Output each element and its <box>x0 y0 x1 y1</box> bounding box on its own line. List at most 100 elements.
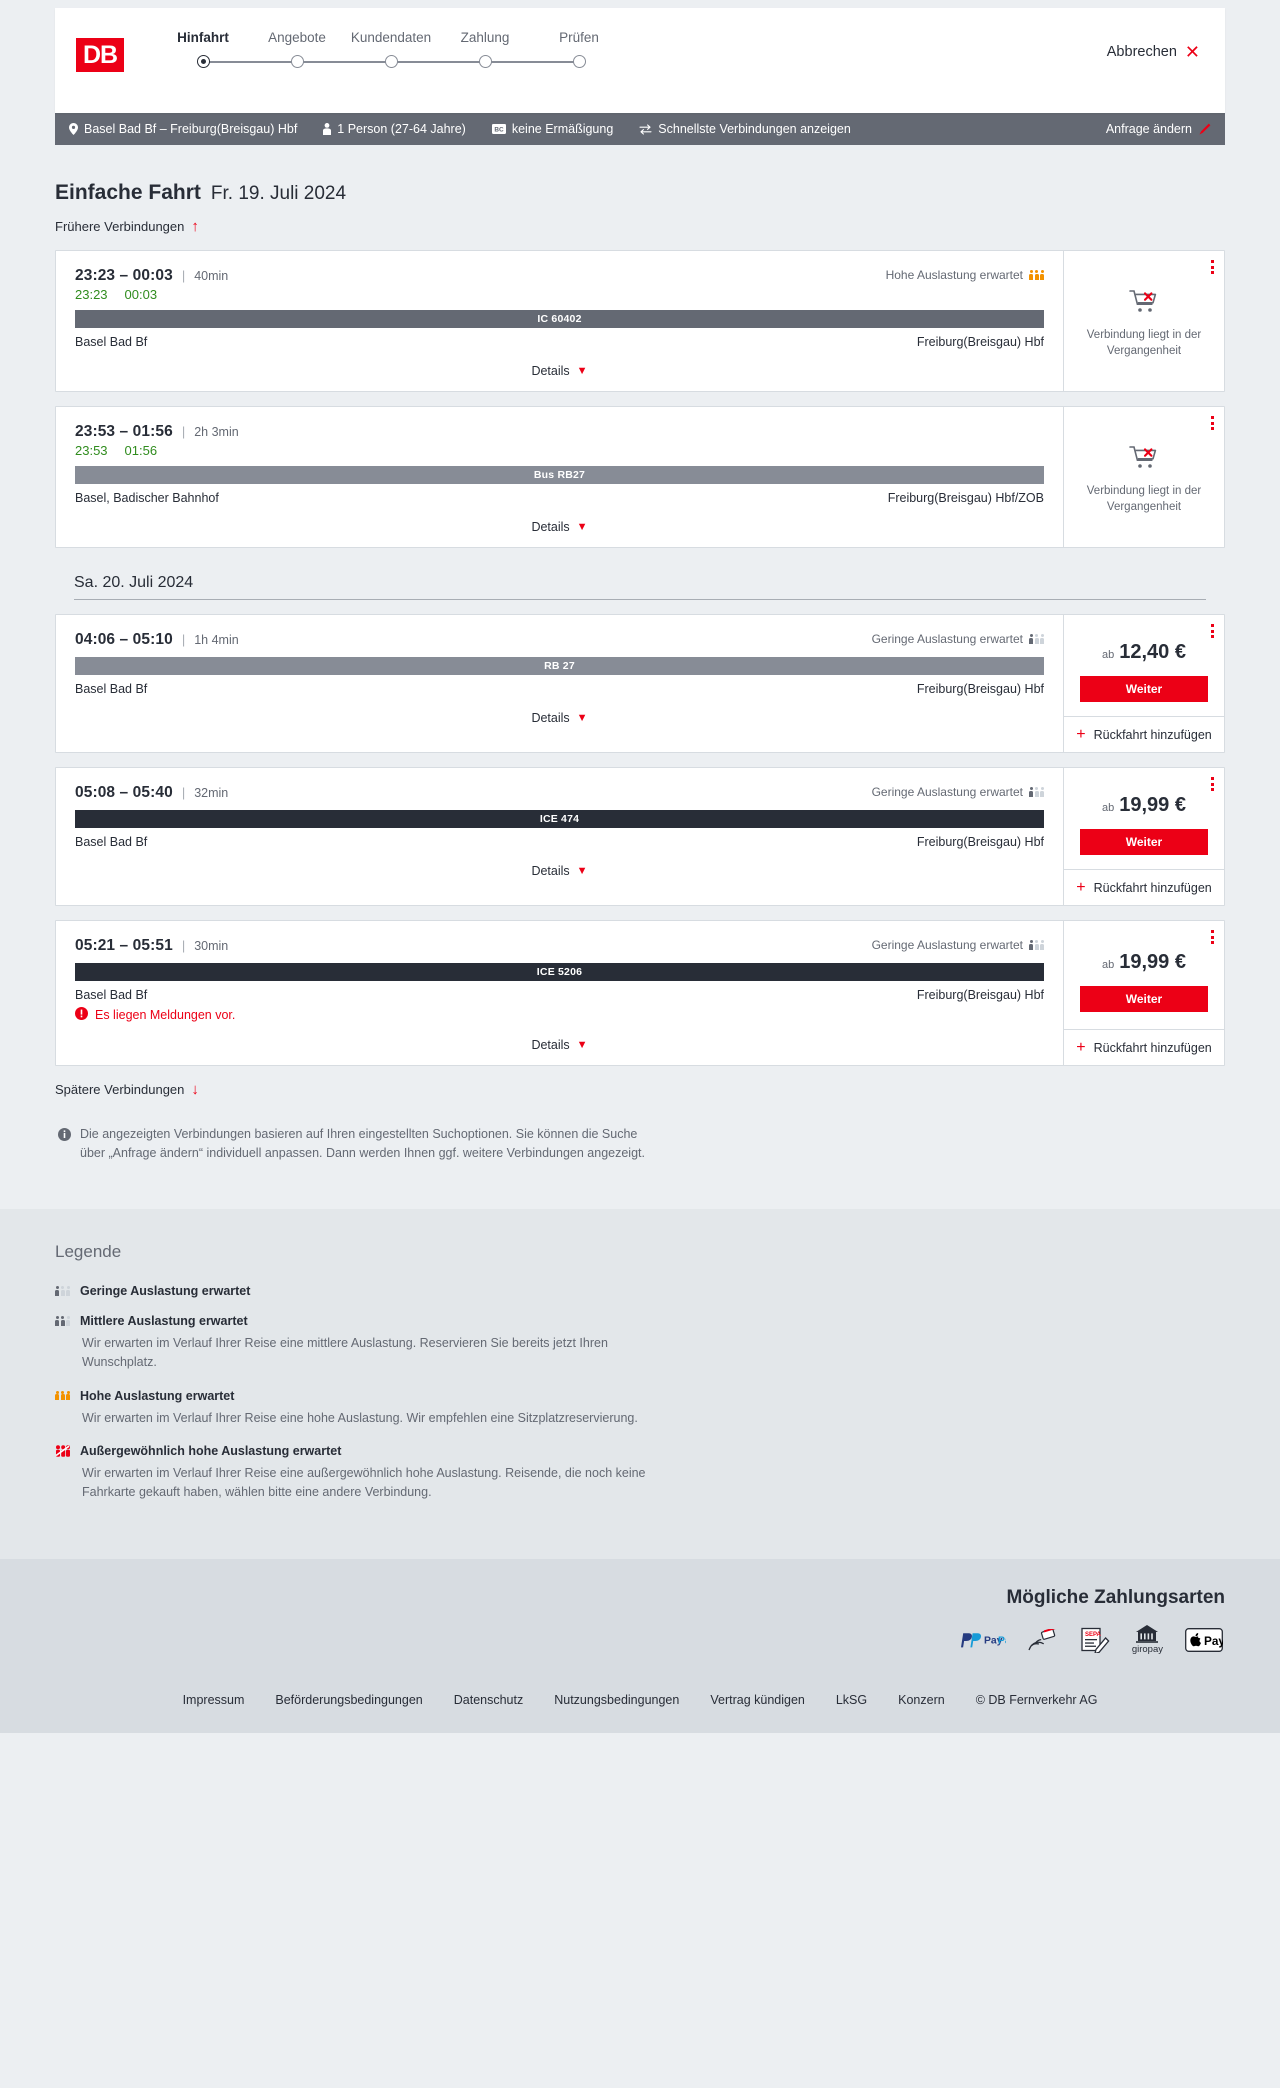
step-dot-angebote[interactable] <box>291 55 304 68</box>
legend-item: Geringe Auslastung erwartet <box>55 1284 1225 1298</box>
location-pin-icon <box>69 123 78 135</box>
connection-time-row: 23:23 – 00:03 | 40min <box>75 267 1044 285</box>
station-row: Basel Bad Bf Freiburg(Breisgau) Hbf <box>75 835 1044 849</box>
step-label-pruefen[interactable]: Prüfen <box>559 30 599 45</box>
app-header: DB Hinfahrt Angebote Kundendaten Zahlung… <box>55 8 1225 113</box>
connection-time-row: 04:06 – 05:10 | 1h 4min <box>75 631 1044 649</box>
query-sort[interactable]: Schnellste Verbindungen anzeigen <box>639 122 851 136</box>
day-separator: Sa. 20. Juli 2024 <box>55 574 1225 600</box>
continue-button[interactable]: Weiter <box>1080 829 1208 855</box>
more-options-icon[interactable] <box>1211 930 1214 944</box>
destination-station: Freiburg(Breisgau) Hbf <box>916 335 1044 349</box>
chevron-down-icon: ▼ <box>576 864 588 877</box>
details-toggle[interactable]: Details ▼ <box>531 864 587 878</box>
connection-duration: 2h 3min <box>194 425 239 439</box>
occupancy-low-icon <box>55 1285 70 1296</box>
cancel-button[interactable]: Abbrechen ✕ <box>1107 43 1200 61</box>
price-value: 19,99 € <box>1119 950 1186 973</box>
connection-action-panel: ab 19,99 € Weiter + Rückfahrt hinzufügen <box>1063 768 1224 905</box>
legend-item: Mittlere Auslastung erwartet Wir erwarte… <box>55 1314 1225 1373</box>
price-prefix: ab <box>1102 802 1115 814</box>
legend-item-body: Wir erwarten im Verlauf Ihrer Reise eine… <box>82 1465 646 1500</box>
details-toggle[interactable]: Details ▼ <box>531 520 587 534</box>
connection-details: 23:23 – 00:03 | 40min Hohe Auslastung er… <box>56 251 1063 391</box>
chevron-down-icon: ▼ <box>576 364 588 377</box>
footer-link-lksg[interactable]: LkSG <box>835 1692 868 1707</box>
legend-item-label: Außergewöhnlich hohe Auslastung erwartet <box>80 1443 342 1458</box>
add-return-trip-label: Rückfahrt hinzufügen <box>1093 1040 1212 1055</box>
query-passengers[interactable]: 1 Person (27-64 Jahre) <box>323 122 466 136</box>
product-bar: Bus RB27 <box>75 466 1044 484</box>
query-route-label: Basel Bad Bf – Freiburg(Breisgau) Hbf <box>84 122 298 136</box>
connection-times: 23:53 – 01:56 <box>75 423 173 440</box>
more-options-icon[interactable] <box>1211 624 1214 638</box>
earlier-connections-button[interactable]: Frühere Verbindungen ↑ <box>55 219 199 234</box>
footer-links: Impressum Beförderungsbedingungen Datens… <box>55 1693 1225 1707</box>
earlier-connections-label: Frühere Verbindungen <box>55 219 185 234</box>
add-return-trip-button[interactable]: + Rückfahrt hinzufügen <box>1064 716 1224 752</box>
step-dot-pruefen[interactable] <box>573 55 586 68</box>
step-label-hinfahrt[interactable]: Hinfahrt <box>177 30 229 45</box>
footer-link-datenschutz[interactable]: Datenschutz <box>453 1692 524 1707</box>
station-row: Basel Bad Bf Freiburg(Breisgau) Hbf <box>75 335 1044 349</box>
utilization-label: Geringe Auslastung erwartet <box>871 938 1023 952</box>
close-icon: ✕ <box>1184 42 1200 62</box>
past-connection-label: Verbindung liegt in der Vergangenheit <box>1086 328 1202 357</box>
footer-link-impressum[interactable]: Impressum <box>182 1692 245 1707</box>
destination-station: Freiburg(Breisgau) Hbf <box>916 682 1044 696</box>
connection-times: 05:21 – 05:51 <box>75 937 173 954</box>
step-dot-zahlung[interactable] <box>479 55 492 68</box>
footer-link-befoerderungsbedingungen[interactable]: Beförderungsbedingungen <box>275 1692 423 1707</box>
details-row: Details ▼ <box>75 696 1044 738</box>
edit-request-button[interactable]: Anfrage ändern <box>1106 122 1211 136</box>
connection-card[interactable]: 23:23 – 00:03 | 40min Hohe Auslastung er… <box>55 250 1225 392</box>
add-return-trip-button[interactable]: + Rückfahrt hinzufügen <box>1064 869 1224 905</box>
query-discount[interactable]: BC keine Ermäßigung <box>491 122 613 136</box>
legend-item-head: Mittlere Auslastung erwartet <box>55 1314 1225 1328</box>
add-return-trip-label: Rückfahrt hinzufügen <box>1093 880 1212 895</box>
footer-link-konzern[interactable]: Konzern <box>898 1692 945 1707</box>
cancel-label: Abbrechen <box>1106 44 1177 60</box>
details-toggle[interactable]: Details ▼ <box>531 711 587 725</box>
footer-link-vertrag-kuendigen[interactable]: Vertrag kündigen <box>710 1692 805 1707</box>
step-label-kundendaten[interactable]: Kundendaten <box>350 30 432 45</box>
details-toggle[interactable]: Details ▼ <box>531 364 587 378</box>
price-value: 19,99 € <box>1119 794 1186 816</box>
search-options-note: Die angezeigten Verbindungen basieren au… <box>55 1125 655 1164</box>
connection-details: 23:53 – 01:56 | 2h 3min 23:53 01:56 Bus … <box>56 407 1063 547</box>
connection-message[interactable]: Es liegen Meldungen vor. <box>75 1007 1044 1023</box>
more-options-icon[interactable] <box>1211 777 1214 791</box>
more-options-icon[interactable] <box>1211 260 1214 274</box>
details-toggle[interactable]: Details ▼ <box>531 1038 587 1052</box>
continue-button[interactable]: Weiter <box>1080 985 1208 1012</box>
continue-button[interactable]: Weiter <box>1080 676 1208 702</box>
results-title: Einfache Fahrt <box>55 181 201 204</box>
later-connections-button[interactable]: Spätere Verbindungen ↓ <box>55 1082 199 1097</box>
step-label-angebote[interactable]: Angebote <box>268 30 326 45</box>
price-value: 12,40 € <box>1119 641 1186 663</box>
destination-station: Freiburg(Breisgau) Hbf/ZOB <box>887 491 1044 505</box>
step-label-zahlung[interactable]: Zahlung <box>460 30 510 45</box>
more-options-icon[interactable] <box>1211 416 1214 430</box>
bahncard-icon: BC <box>491 124 506 134</box>
footer-link-nutzungsbedingungen[interactable]: Nutzungsbedingungen <box>554 1692 680 1707</box>
station-row: Basel, Badischer Bahnhof Freiburg(Breisg… <box>75 491 1044 505</box>
search-options-note-text: Die angezeigten Verbindungen basieren au… <box>80 1127 645 1161</box>
connection-duration: 32min <box>194 786 229 800</box>
step-dot-kundendaten[interactable] <box>385 55 398 68</box>
divider: | <box>181 632 186 647</box>
product-bar: RB 27 <box>75 657 1044 675</box>
add-return-trip-button[interactable]: + Rückfahrt hinzufügen <box>1064 1029 1224 1065</box>
connection-card[interactable]: 05:21 – 05:51 | 30min Geringe Auslastung… <box>55 920 1225 1066</box>
connection-card[interactable]: 04:06 – 05:10 | 1h 4min Geringe Auslastu… <box>55 614 1225 753</box>
day-separator-label: Sa. 20. Juli 2024 <box>74 574 194 591</box>
query-route[interactable]: Basel Bad Bf – Freiburg(Breisgau) Hbf <box>69 122 297 136</box>
cart-removed-icon <box>1129 445 1159 476</box>
chevron-down-icon: ▼ <box>576 711 588 724</box>
payment-methods-title: Mögliche Zahlungsarten <box>1006 1586 1225 1608</box>
info-icon <box>58 1125 71 1164</box>
connection-card[interactable]: 23:53 – 01:56 | 2h 3min 23:53 01:56 Bus … <box>55 406 1225 548</box>
connection-card[interactable]: 05:08 – 05:40 | 32min Geringe Auslastung… <box>55 767 1225 906</box>
realtime-row: 23:23 00:03 <box>75 287 1044 302</box>
step-dot-hinfahrt[interactable] <box>197 55 210 68</box>
